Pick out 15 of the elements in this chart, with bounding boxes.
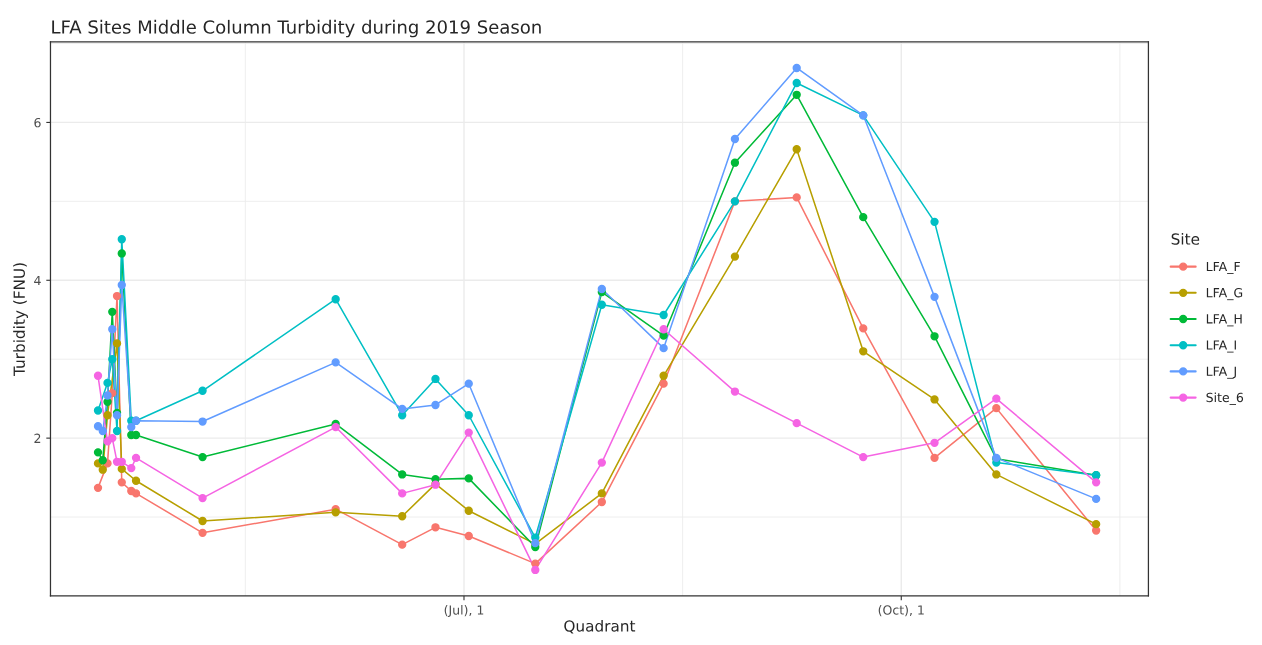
y-tick-label: 2	[34, 433, 41, 443]
x-axis-title: Quadrant	[564, 619, 636, 634]
y-tick-label: 4	[34, 275, 41, 286]
legend-label: LFA_F	[1206, 261, 1240, 274]
legend-label: Site_6	[1206, 392, 1244, 405]
legend-label: LFA_H	[1206, 314, 1242, 327]
legend-title: Site	[1171, 232, 1200, 245]
legend-label: LFA_G	[1206, 287, 1243, 301]
y-axis-title: Turbidity (FNU)	[13, 263, 28, 377]
y-tick-label: 6	[34, 117, 41, 128]
x-tick-label: (Jul), 1	[444, 605, 484, 618]
chart-title: LFA Sites Middle Column Turbidity during 2019 Season	[52, 19, 541, 38]
legend-label: LFA_I	[1206, 340, 1236, 353]
legend-label: LFA_J	[1206, 366, 1236, 379]
x-tick-label: (Oct), 1	[878, 605, 924, 617]
